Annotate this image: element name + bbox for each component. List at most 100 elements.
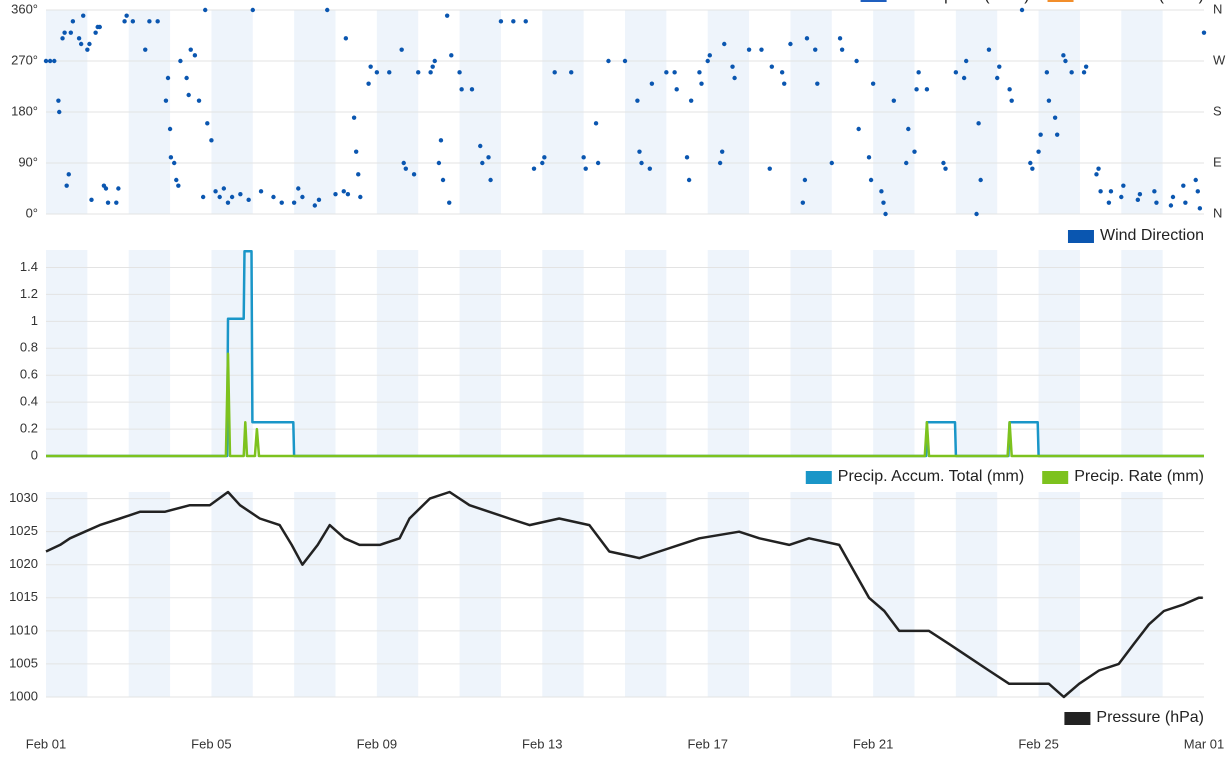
data-point: [1183, 200, 1188, 205]
data-point: [196, 98, 202, 103]
data-point: [1195, 189, 1200, 194]
data-point: [155, 19, 160, 24]
data-point: [440, 177, 446, 183]
x-tick-label: Feb 09: [357, 736, 397, 751]
day-band: [1121, 492, 1163, 697]
data-point: [68, 30, 74, 35]
data-point: [356, 172, 361, 177]
data-point: [469, 87, 475, 92]
y-tick-label: 180°: [11, 103, 38, 118]
data-point: [916, 70, 921, 75]
day-band: [46, 492, 88, 697]
data-point: [891, 98, 897, 103]
data-point: [815, 81, 820, 86]
data-point: [953, 70, 959, 75]
day-band: [376, 492, 419, 697]
data-point: [351, 115, 357, 120]
data-point: [1036, 149, 1041, 154]
data-point: [699, 81, 704, 86]
data-point: [622, 58, 628, 64]
data-point: [345, 191, 351, 197]
data-point: [1044, 70, 1050, 75]
legend-swatch: [1042, 471, 1069, 484]
data-point: [782, 81, 787, 86]
data-point: [914, 87, 919, 92]
data-point: [478, 143, 483, 149]
data-point: [1108, 189, 1114, 194]
data-point: [1054, 132, 1060, 137]
day-band: [955, 492, 998, 697]
data-point: [767, 166, 772, 171]
data-point: [647, 166, 653, 171]
y-tick-label: 0.6: [20, 367, 38, 382]
data-point: [184, 75, 189, 81]
data-point: [707, 53, 712, 58]
data-point: [47, 58, 53, 64]
day-band: [128, 250, 171, 456]
data-point: [854, 58, 859, 64]
data-point: [1096, 166, 1101, 171]
data-point: [178, 58, 183, 64]
data-point: [1193, 177, 1198, 183]
data-point: [868, 177, 874, 183]
data-point: [114, 200, 119, 205]
data-point: [906, 126, 911, 132]
data-point: [595, 160, 601, 166]
data-point: [343, 36, 349, 41]
legend-swatch: [1047, 0, 1074, 2]
data-point: [436, 160, 442, 166]
data-point: [89, 197, 94, 203]
data-point: [296, 186, 301, 191]
data-point: [353, 149, 359, 154]
data-point: [1152, 189, 1157, 194]
data-point: [511, 19, 516, 24]
data-point: [788, 41, 793, 47]
y-tick-label: 1005: [9, 655, 38, 670]
data-point: [606, 58, 611, 64]
data-point: [1081, 70, 1087, 75]
data-point: [200, 194, 206, 200]
data-point: [804, 36, 810, 41]
day-band: [542, 492, 584, 697]
data-point: [976, 121, 981, 126]
data-point: [70, 19, 76, 24]
data-point: [205, 121, 210, 126]
data-point: [449, 53, 454, 58]
day-band: [294, 250, 336, 456]
day-band: [459, 250, 501, 456]
day-band: [790, 250, 832, 456]
day-band: [873, 250, 915, 456]
day-band: [625, 250, 667, 456]
y-tick-label: 0.4: [20, 394, 38, 409]
legend-label: Wind Direction: [1100, 227, 1204, 244]
day-band: [873, 492, 915, 697]
day-band: [707, 250, 750, 456]
data-point: [904, 160, 909, 166]
data-point: [341, 189, 346, 194]
data-point: [188, 47, 193, 52]
data-point: [1197, 206, 1203, 211]
y-tick-label: 1: [31, 313, 38, 328]
data-point: [271, 194, 276, 200]
data-point: [143, 47, 148, 52]
day-band: [790, 492, 832, 697]
data-point: [291, 200, 297, 205]
data-point: [66, 172, 71, 177]
data-point: [480, 160, 485, 166]
data-point: [730, 64, 735, 69]
data-point: [697, 70, 702, 75]
data-point: [165, 75, 171, 81]
day-band: [459, 492, 501, 697]
data-point: [719, 149, 725, 154]
y2-tick-label: S: [1213, 103, 1222, 118]
y-tick-label: 0: [31, 447, 38, 462]
data-point: [879, 189, 884, 194]
data-point: [250, 7, 255, 13]
data-point: [883, 211, 888, 217]
data-point: [457, 70, 462, 75]
data-point: [316, 197, 322, 203]
data-point: [732, 75, 737, 81]
x-tick-label: Feb 21: [853, 736, 893, 751]
data-point: [147, 19, 152, 24]
data-point: [238, 191, 243, 197]
